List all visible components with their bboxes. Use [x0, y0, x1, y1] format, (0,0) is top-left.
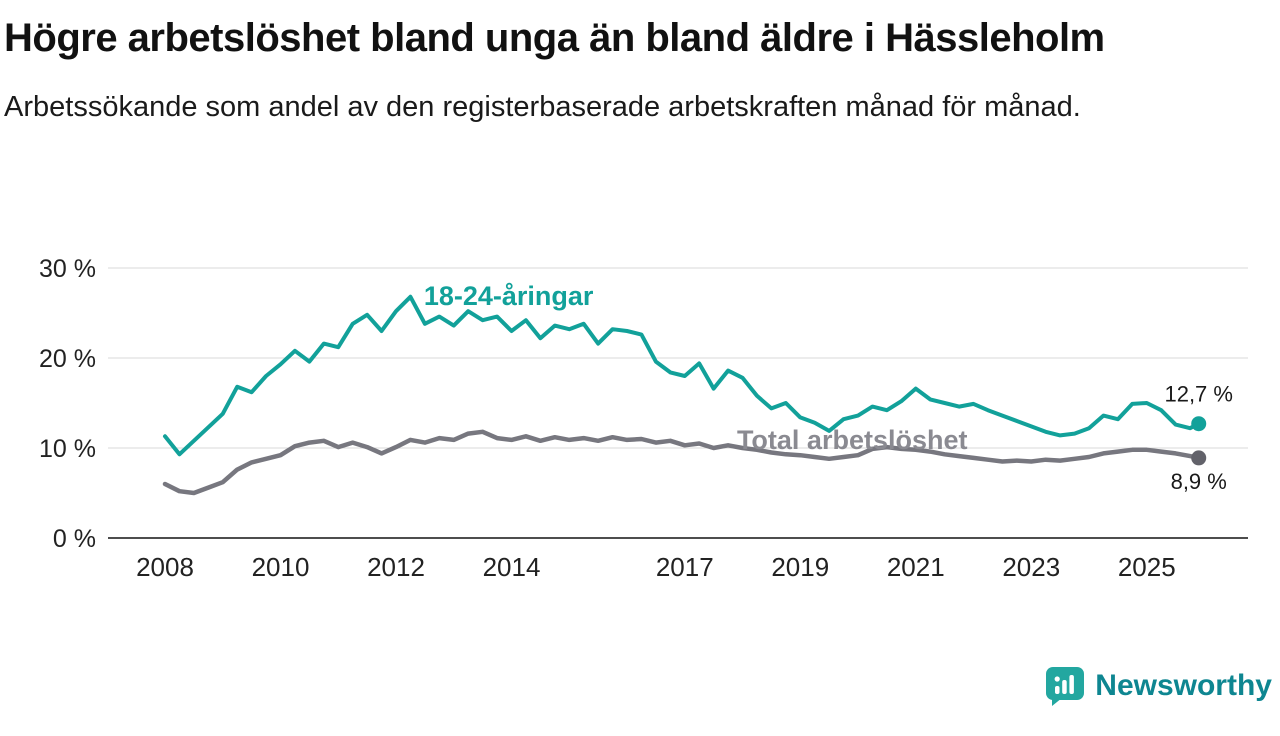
x-tick-label: 2025	[1118, 552, 1176, 582]
series-end-value-total: 8,9 %	[1171, 469, 1227, 494]
x-tick-label: 2023	[1002, 552, 1060, 582]
x-tick-label: 2019	[771, 552, 829, 582]
y-tick-label: 0 %	[53, 525, 96, 553]
x-tick-label: 2014	[483, 552, 541, 582]
page-subtitle: Arbetssökande som andel av den registerb…	[4, 91, 1081, 123]
newsworthy-logo[interactable]: Newsworthy	[1045, 666, 1272, 706]
logo-wordmark: Newsworthy	[1095, 669, 1272, 702]
series-label-total: Total arbetslöshet	[737, 425, 968, 455]
newsworthy-icon	[1046, 667, 1085, 706]
series-line-youth	[163, 294, 1201, 457]
x-tick-label: 2008	[136, 552, 194, 582]
series-end-value-youth: 12,7 %	[1164, 382, 1233, 407]
x-tick-label: 2010	[252, 552, 310, 582]
y-tick-label: 10 %	[39, 435, 96, 463]
y-tick-label: 20 %	[39, 345, 96, 373]
series-end-dot-total	[1191, 450, 1207, 466]
chart-page: Högre arbetslöshet bland unga än bland ä…	[0, 16, 1280, 706]
series-end-dot-youth	[1191, 416, 1207, 432]
x-tick-label: 2012	[367, 552, 425, 582]
page-title: Högre arbetslöshet bland unga än bland ä…	[4, 16, 1105, 60]
series-line-total	[162, 429, 1201, 496]
y-tick-label: 30 %	[39, 255, 96, 283]
x-tick-label: 2021	[887, 552, 945, 582]
series-label-youth: 18-24-åringar	[424, 281, 594, 311]
line-chart: 0 % 10 % 20 % 30 % 2008 2010 2012 2014 2017 2019 2…	[39, 255, 1248, 582]
x-tick-label: 2017	[656, 552, 714, 582]
